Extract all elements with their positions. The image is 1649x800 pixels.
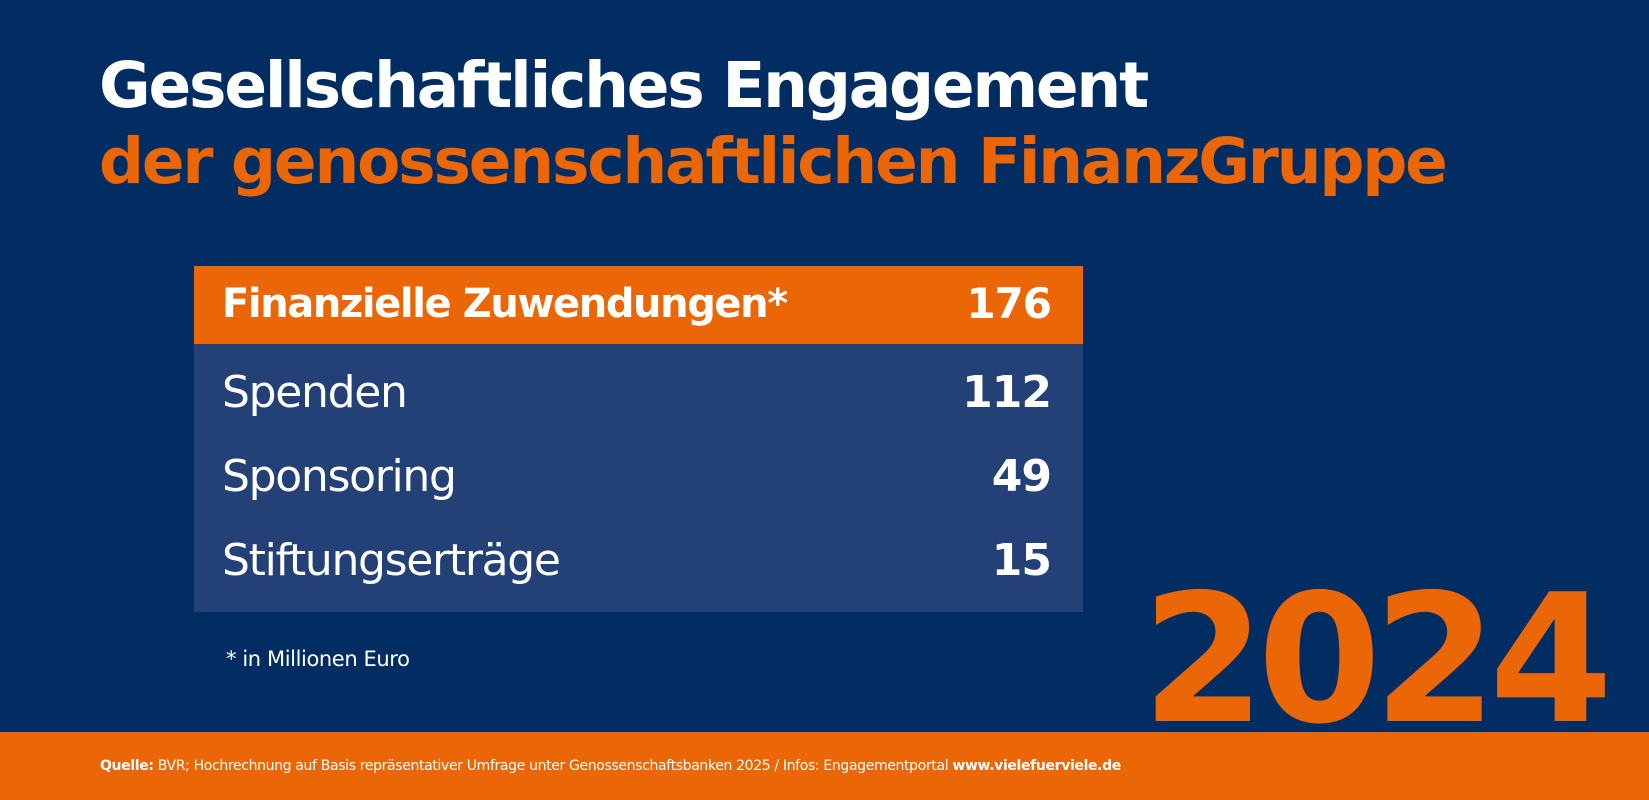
footer-bar: Quelle: BVR; Hochrechnung auf Basis repr… [0, 732, 1649, 800]
table-header-value: 176 [966, 279, 1052, 328]
page-title: Gesellschaftliches Engagement der genoss… [99, 48, 1448, 200]
source-label: Quelle: [100, 758, 154, 774]
source-description: BVR; Hochrechnung auf Basis repräsentati… [153, 758, 953, 774]
source-text: Quelle: BVR; Hochrechnung auf Basis repr… [100, 756, 1121, 776]
title-line-1: Gesellschaftliches Engagement [99, 49, 1149, 122]
table-row: Sponsoring 49 [194, 434, 1083, 518]
row-value: 49 [991, 451, 1052, 502]
year-label: 2024 [1141, 556, 1613, 763]
row-label: Stiftungserträge [222, 535, 561, 586]
table-row: Spenden 112 [194, 350, 1083, 434]
row-value: 15 [991, 535, 1052, 586]
row-value: 112 [962, 367, 1052, 418]
title-line-2: der genossenschaftlichen FinanzGruppe [99, 125, 1448, 198]
table-header-label: Finanzielle Zuwendungen* [222, 281, 788, 327]
table-row: Stiftungserträge 15 [194, 518, 1083, 602]
row-label: Sponsoring [222, 451, 457, 502]
footnote: * in Millionen Euro [226, 647, 410, 671]
row-label: Spenden [222, 367, 408, 418]
table-header-row: Finanzielle Zuwendungen* 176 [194, 266, 1083, 344]
data-table: Finanzielle Zuwendungen* 176 Spenden 112… [194, 266, 1083, 612]
website-link[interactable]: www.vielefuerviele.de [952, 758, 1121, 774]
